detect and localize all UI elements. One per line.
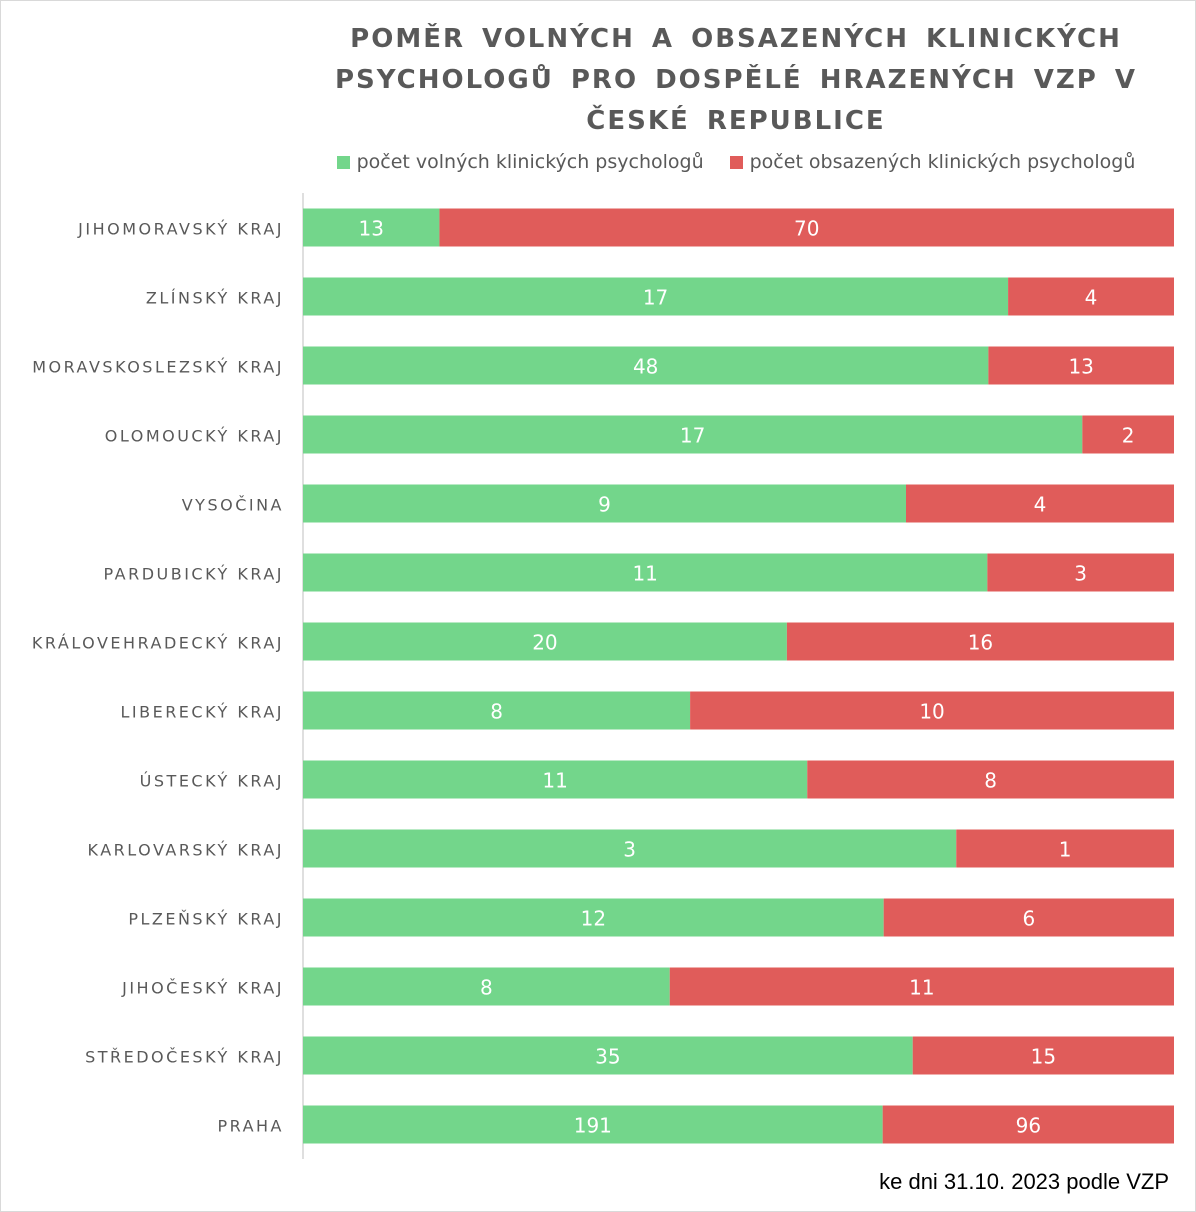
bar-free <box>303 1105 883 1144</box>
data-label-occupied: 4 <box>1085 286 1098 310</box>
data-label-free: 9 <box>598 493 611 517</box>
legend: počet volných klinických psychologů poče… <box>301 151 1171 173</box>
legend-item-occupied: počet obsazených klinických psychologů <box>729 151 1136 173</box>
bar-occupied <box>690 691 1174 730</box>
bar-free <box>303 829 957 868</box>
legend-label-free: počet volných klinických psychologů <box>356 151 704 173</box>
bar-free <box>303 208 440 247</box>
bar-occupied <box>912 1036 1174 1075</box>
data-label-occupied: 13 <box>1068 355 1093 379</box>
bar-occupied <box>883 898 1174 937</box>
bar-occupied <box>882 1105 1174 1144</box>
data-label-occupied: 6 <box>1022 907 1035 931</box>
data-label-free: 12 <box>581 907 606 931</box>
bar-occupied <box>988 346 1174 385</box>
data-label-free: 8 <box>480 976 493 1000</box>
bar-free <box>303 691 691 730</box>
category-label: PARDUBICKÝ KRAJ <box>104 565 285 584</box>
bar-free <box>303 622 787 661</box>
category-label: VYSOČINA <box>182 496 284 515</box>
data-label-occupied: 16 <box>968 631 993 655</box>
bar-occupied <box>669 967 1174 1006</box>
bar-free <box>303 346 989 385</box>
bar-free <box>303 484 906 523</box>
data-label-occupied: 96 <box>1016 1114 1041 1138</box>
legend-item-free: počet volných klinických psychologů <box>336 151 704 173</box>
bar-occupied <box>439 208 1174 247</box>
data-label-free: 8 <box>490 700 503 724</box>
bar-free <box>303 967 670 1006</box>
bar-free <box>303 553 988 592</box>
category-label: ZLÍNSKÝ KRAJ <box>146 289 284 308</box>
bar-free <box>303 760 808 799</box>
legend-swatch-occupied <box>729 155 743 169</box>
data-label-free: 35 <box>595 1045 620 1069</box>
data-label-free: 11 <box>542 769 567 793</box>
data-label-occupied: 2 <box>1122 424 1135 448</box>
bar-free <box>303 898 884 937</box>
data-label-free: 20 <box>532 631 557 655</box>
category-label: JIHOČESKÝ KRAJ <box>121 979 284 998</box>
bar-occupied <box>1082 415 1174 454</box>
data-label-free: 191 <box>574 1114 612 1138</box>
category-label: JIHOMORAVSKÝ KRAJ <box>77 220 284 239</box>
data-label-occupied: 11 <box>909 976 934 1000</box>
data-label-free: 48 <box>633 355 658 379</box>
bar-occupied <box>906 484 1174 523</box>
bar-occupied <box>956 829 1174 868</box>
category-label: STŘEDOČESKÝ KRAJ <box>85 1048 284 1067</box>
bar-free <box>303 277 1009 316</box>
footnote: ke dni 31.10. 2023 podle VZP <box>879 1169 1169 1194</box>
data-label-occupied: 15 <box>1031 1045 1056 1069</box>
legend-swatch-free <box>336 155 350 169</box>
data-label-free: 11 <box>632 562 657 586</box>
data-label-occupied: 4 <box>1034 493 1047 517</box>
category-label: PRAHA <box>217 1117 284 1136</box>
bar-occupied <box>786 622 1174 661</box>
legend-label-occupied: počet obsazených klinických psychologů <box>749 151 1136 173</box>
data-label-free: 3 <box>623 838 636 862</box>
bar-free <box>303 415 1083 454</box>
data-label-free: 13 <box>358 217 383 241</box>
data-label-occupied: 1 <box>1059 838 1072 862</box>
data-label-occupied: 8 <box>984 769 997 793</box>
category-label: MORAVSKOSLEZSKÝ KRAJ <box>32 358 284 377</box>
bar-occupied <box>1008 277 1174 316</box>
category-label: OLOMOUCKÝ KRAJ <box>105 427 284 446</box>
data-label-free: 17 <box>680 424 705 448</box>
category-label: PLZEŇSKÝ KRAJ <box>128 910 284 929</box>
category-label: LIBERECKÝ KRAJ <box>120 703 284 722</box>
bar-occupied <box>807 760 1174 799</box>
data-label-occupied: 3 <box>1074 562 1087 586</box>
chart-title: POMĚR VOLNÝCH A OBSAZENÝCH KLINICKÝCH PS… <box>335 24 1137 136</box>
category-label: ÚSTECKÝ KRAJ <box>140 772 284 791</box>
category-label: KARLOVARSKÝ KRAJ <box>88 841 284 860</box>
data-label-free: 17 <box>643 286 668 310</box>
category-label: KRÁLOVEHRADECKÝ KRAJ <box>32 634 284 653</box>
bar-occupied <box>987 553 1174 592</box>
data-label-occupied: 70 <box>794 217 819 241</box>
bar-free <box>303 1036 913 1075</box>
data-label-occupied: 10 <box>919 700 944 724</box>
